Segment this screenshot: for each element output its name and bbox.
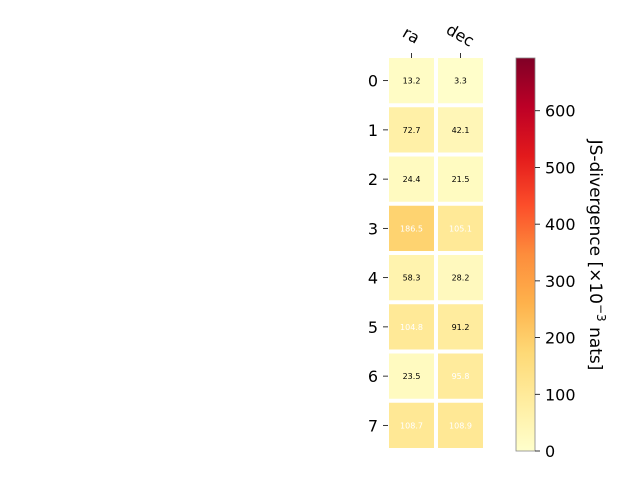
y-tick-label: 5 [368,318,378,337]
colorbar-tick-label: 300 [545,272,576,291]
cell-value-label: 95.8 [452,372,470,381]
y-tick-label: 4 [368,269,378,288]
heatmap-cell [438,205,483,251]
cell-value-label: 105.1 [449,224,472,233]
colorbar-tick-label: 400 [545,215,576,234]
heatmap-cell [389,353,434,399]
cell-value-label: 23.5 [403,372,421,381]
cell-value-label: 72.7 [403,126,421,135]
heatmap-cell [438,402,483,448]
y-tick-label: 1 [368,121,378,140]
colorbar-label: JS-divergence [×10−3 nats] [585,139,608,371]
cell-value-label: 108.7 [400,421,423,430]
heatmap-cell [438,255,483,301]
cell-value-label: 42.1 [452,126,470,135]
cell-value-label: 104.8 [400,323,423,332]
heatmap-cell [438,58,483,104]
heatmap-cell [438,353,483,399]
cell-value-label: 13.2 [403,77,421,86]
colorbar-tick-label: 100 [545,385,576,404]
heatmap-cell [389,304,434,350]
y-tick-label: 3 [368,219,378,238]
heatmap-cell [389,156,434,202]
cell-value-label: 186.5 [400,224,423,233]
cell-value-label: 28.2 [452,274,470,283]
colorbar: 0 100 200 300 400 500 600 JS-divergence [×10−3… [515,57,608,461]
colorbar-tick-label: 500 [545,158,576,177]
colorbar-tick-label: 200 [545,329,576,348]
heatmap-cell [389,205,434,251]
heatmap-cell [389,58,434,104]
y-tick-label: 6 [368,367,378,386]
x-tick-label: ra [399,23,423,48]
heatmap-cell [438,107,483,153]
colorbar-tick-label: 600 [545,102,576,121]
cell-value-label: 24.4 [403,175,421,184]
heatmap-cell [438,156,483,202]
y-tick-label: 0 [368,72,378,91]
heatmap-cell [389,107,434,153]
heatmap-cell [389,402,434,448]
heatmap-cell [438,304,483,350]
colorbar-gradient [515,57,536,452]
y-tick-label: 7 [368,416,378,435]
heatmap-grid: 13.2 3.3 72.7 42.1 24.4 21.5 186.5 105.1 58.3 28.… [389,58,483,448]
colorbar-tick-label: 0 [545,442,555,461]
x-tick-label: dec [443,20,477,51]
x-axis-ticks: ra dec [399,20,477,58]
y-axis-ticks: 0 1 2 3 4 5 6 7 [368,72,388,435]
cell-value-label: 3.3 [454,77,467,86]
cell-value-label: 91.2 [452,323,470,332]
colorbar-ticks: 0 100 200 300 400 500 600 [535,102,576,461]
heatmap-cell [389,255,434,301]
cell-value-label: 58.3 [403,274,421,283]
cell-value-label: 21.5 [452,175,470,184]
y-tick-label: 2 [368,170,378,189]
cell-value-label: 108.9 [449,421,472,430]
